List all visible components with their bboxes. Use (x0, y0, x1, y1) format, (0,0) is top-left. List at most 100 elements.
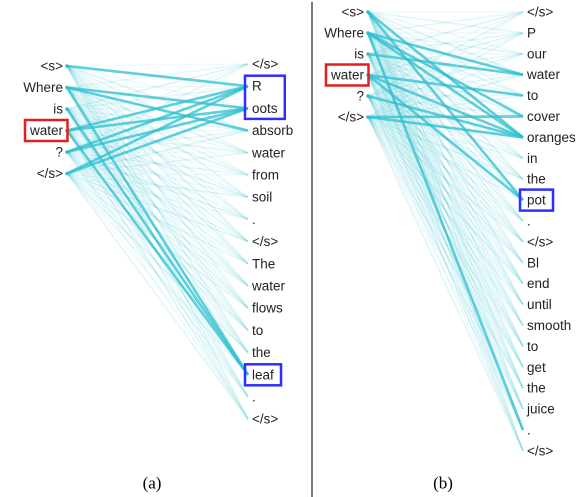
attention-line-b-4-12 (367, 95, 524, 264)
attention-line-a-4-13 (66, 151, 249, 354)
attention-line-b-0-2 (367, 11, 524, 55)
attention-line-b-4-5 (367, 95, 524, 118)
attention-line-b-3-19 (367, 74, 524, 410)
attention-line-b-3-21 (367, 74, 524, 452)
query-token-a-where-1: Where (23, 80, 63, 95)
key-token-b-s-0: </s> (527, 5, 553, 20)
query-token-a-s-0: <s> (40, 59, 63, 74)
attention-line-b-4-9 (367, 95, 524, 201)
key-token-a-s-16: </s> (252, 412, 278, 427)
attention-line-b-3-1 (367, 32, 524, 76)
attention-line-a-1-10 (66, 86, 249, 287)
attention-line-a-5-15 (66, 172, 249, 398)
attention-line-b-2-17 (367, 53, 524, 368)
attention-line-b-5-10 (367, 116, 524, 222)
attention-line-a-5-14 (66, 172, 249, 376)
attention-line-a-2-0 (66, 63, 249, 110)
attention-line-a-4-0 (66, 63, 249, 153)
attention-line-a-1-2 (66, 86, 249, 110)
attention-line-b-5-11 (367, 116, 524, 243)
attention-line-a-0-1 (66, 64, 249, 88)
attention-line-b-5-12 (367, 116, 524, 264)
attention-line-b-4-8 (367, 95, 524, 180)
key-highlight-box-b-0 (518, 188, 555, 212)
link-anchor-b-5 (366, 115, 370, 119)
attention-line-a-5-3 (66, 129, 249, 175)
attention-line-b-4-20 (367, 95, 524, 431)
attention-line-a-4-1 (66, 84, 249, 154)
attention-line-a-5-0 (66, 63, 249, 175)
attention-line-b-3-10 (367, 74, 524, 222)
query-token-a-sym-4: ? (55, 145, 63, 160)
attention-line-a-3-9 (66, 129, 249, 265)
link-anchor-b-0 (366, 10, 370, 14)
caption-b: (b) (433, 474, 453, 493)
key-token-a-water-4: water (251, 145, 286, 160)
attention-line-b-0-3 (367, 11, 524, 76)
attention-line-b-4-3 (367, 73, 524, 97)
query-token-a-water-3: water (29, 123, 64, 138)
query-token-b-water-3: water (330, 68, 365, 83)
highlight-boxes-b (324, 63, 555, 212)
attention-line-b-5-6 (367, 115, 524, 139)
key-token-a-water-10: water (251, 279, 286, 294)
key-token-a-oots-2: oots (252, 101, 278, 116)
key-token-b-to-16: to (527, 339, 538, 354)
attention-line-b-3-12 (367, 74, 524, 264)
attention-links-a (65, 63, 250, 420)
attention-line-b-2-0 (367, 11, 524, 55)
attention-line-b-3-14 (367, 74, 524, 306)
key-token-b-the-8: the (527, 172, 546, 187)
attention-line-a-2-14 (65, 108, 250, 376)
attention-line-b-3-0 (367, 11, 524, 76)
attention-line-b-2-15 (367, 53, 524, 326)
attention-line-a-4-11 (66, 151, 249, 309)
attention-line-b-1-20 (366, 32, 525, 431)
key-highlight-box-a-0 (243, 74, 287, 121)
key-token-b-smooth-15: smooth (527, 318, 571, 333)
link-anchor-b-4 (366, 94, 370, 98)
attention-line-b-1-13 (367, 32, 524, 285)
attention-line-a-0-9 (66, 65, 249, 265)
link-anchor-a-4 (65, 150, 69, 154)
attention-line-b-4-2 (367, 53, 524, 97)
attention-line-b-5-7 (367, 116, 524, 160)
key-token-a-s-0: </s> (252, 57, 278, 72)
attention-line-b-5-14 (367, 116, 524, 306)
link-anchor-b-2 (366, 52, 370, 56)
attention-line-a-5-6 (66, 172, 249, 198)
attention-line-a-0-10 (66, 65, 249, 287)
attention-line-b-5-16 (367, 116, 524, 347)
attention-line-a-5-9 (66, 172, 249, 265)
attention-line-a-2-9 (66, 108, 249, 265)
attention-line-b-5-5 (367, 115, 524, 119)
key-token-a-to-12: to (252, 323, 263, 338)
key-token-a-sym-15: . (252, 390, 256, 405)
key-token-b-sym-10: . (527, 214, 531, 229)
attention-line-a-1-13 (66, 87, 249, 354)
key-token-b-s-21: </s> (527, 443, 553, 458)
attention-line-b-4-18 (367, 95, 524, 389)
attention-line-a-1-7 (66, 86, 249, 221)
attention-line-a-5-16 (66, 173, 249, 420)
query-token-b-is-2: is (354, 47, 364, 62)
attention-line-b-2-1 (367, 32, 524, 55)
key-token-a-r-1: R (252, 79, 262, 94)
key-token-b-the-18: the (527, 381, 546, 396)
attention-line-b-4-19 (367, 95, 524, 410)
key-token-a-leaf-14: leaf (252, 367, 274, 382)
attention-line-a-4-16 (66, 151, 249, 420)
attention-line-b-4-1 (367, 32, 524, 97)
attention-line-b-1-7 (367, 32, 524, 159)
key-token-b-oranges-6: oranges (527, 130, 576, 145)
attention-line-b-5-21 (367, 116, 524, 452)
attention-line-b-4-13 (367, 95, 524, 285)
link-anchor-a-0 (65, 64, 69, 68)
attention-links-b (366, 10, 525, 452)
attention-line-b-3-9 (367, 73, 524, 202)
link-anchor-b-1 (366, 31, 370, 35)
link-anchor-a-1 (65, 85, 69, 90)
